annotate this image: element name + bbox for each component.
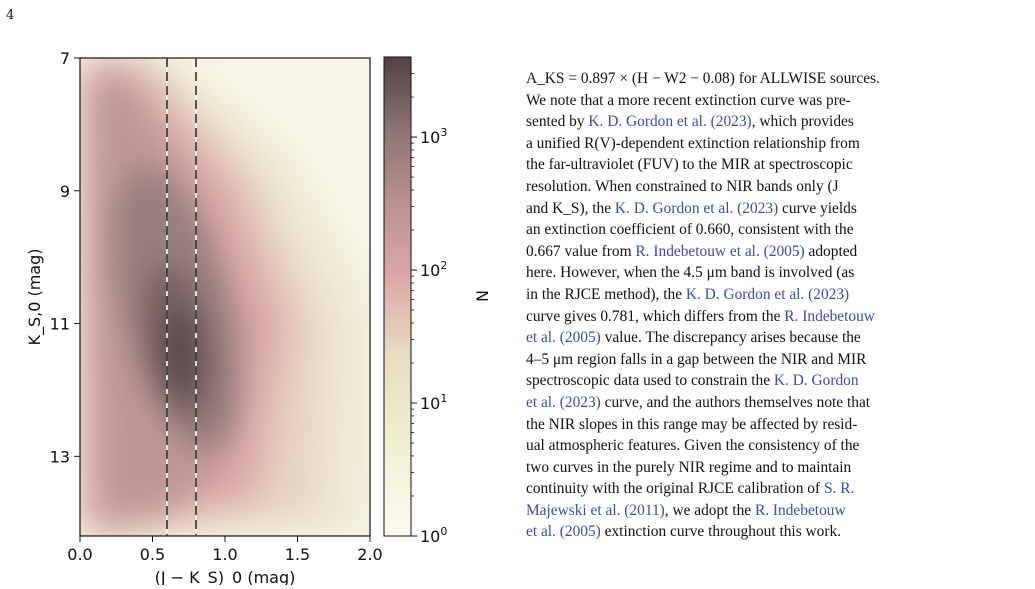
text-line: 0.667 value from R. Indebetouw et al. (2…: [526, 242, 858, 260]
text-line: an extinction coefficient of 0.660, cons…: [526, 221, 854, 239]
y-axis-label: K_S,0 (mag): [25, 248, 45, 345]
body-text: A_KS = 0.897 × (H − W2 − 0.08) for ALLWI…: [526, 68, 1018, 543]
page-number: 4: [6, 8, 15, 23]
text-line: A_KS = 0.897 × (H − W2 − 0.08) for ALLWI…: [526, 70, 880, 87]
text-line: here. However, when the 4.5 μm band is i…: [526, 264, 855, 282]
citation-link[interactable]: S. R.: [823, 480, 855, 498]
text-line: in the RJCE method), the K. D. Gordon et…: [526, 285, 850, 303]
text-line: two curves in the purely NIR regime and …: [526, 458, 852, 476]
text-line: We note that a more recent extinction cu…: [526, 91, 851, 109]
citation-link[interactable]: K. D. Gordon: [773, 372, 859, 390]
text-line: et al. (2005) value. The discrepancy ari…: [526, 329, 861, 347]
citation-link[interactable]: K. D. Gordon et al. (2023): [588, 113, 752, 131]
x-axis-label: (J − K_S)_0 (mag): [155, 568, 296, 585]
x-axis-ticks: 0.0 0.5 1.0 1.5 2.0: [67, 536, 383, 564]
citation-link[interactable]: R. Indebetouw et al. (2005): [635, 242, 805, 260]
x-tick-label: 1.0: [212, 545, 237, 564]
citation-link[interactable]: K. D. Gordon et al. (2023): [685, 285, 850, 303]
citation-link[interactable]: R. Indebetouw: [784, 307, 875, 325]
heatmap-chart: 0.0 0.5 1.0 1.5 2.0 7 9 11 13 (J − K_S)_0 (mag)…: [25, 49, 492, 588]
colorbar-tick-label: 102: [420, 259, 447, 280]
x-tick-label: 2.0: [357, 545, 382, 564]
text-line: Majewski et al. (2011), we adopt the R. …: [526, 501, 846, 519]
citation-link[interactable]: R. Indebetouw: [754, 501, 846, 519]
colorbar-tick-label: 103: [420, 126, 447, 147]
colorbar-label: N: [473, 290, 492, 302]
text-line: the far-ultraviolet (FUV) to the MIR at …: [526, 156, 853, 174]
y-tick-label: 7: [60, 49, 70, 68]
text-line: a unified R(V)-dependent extinction rela…: [526, 134, 860, 152]
colorbar: [383, 56, 412, 537]
citation-link[interactable]: et al. (2023): [526, 393, 601, 411]
text-line: et al. (2005) extinction curve throughou…: [526, 523, 842, 541]
colorbar-ticks: 100 101 102 103: [411, 73, 447, 546]
text-line: curve gives 0.781, which differs from th…: [526, 307, 875, 325]
text-line: resolution. When constrained to NIR band…: [526, 177, 839, 195]
text-line: the NIR slopes in this range may be affe…: [526, 415, 858, 433]
citation-link[interactable]: et al. (2005): [526, 329, 601, 347]
figure-heatmap: 0.0 0.5 1.0 1.5 2.0 7 9 11 13 (J − K_S)_0 (mag)…: [0, 0, 520, 588]
y-axis-ticks: 7 9 11 13: [50, 49, 80, 466]
citation-link[interactable]: K. D. Gordon et al. (2023): [614, 199, 779, 217]
x-tick-label: 1.5: [285, 545, 310, 564]
citation-link[interactable]: Majewski et al. (2011): [526, 501, 665, 519]
x-tick-label: 0.0: [67, 545, 92, 564]
colorbar-tick-label: 100: [420, 525, 447, 546]
colorbar-tick-label: 101: [420, 392, 447, 413]
text-line: ual atmospheric features. Given the cons…: [526, 437, 860, 455]
citation-link[interactable]: et al. (2005): [526, 523, 601, 541]
text-line: spectroscopic data used to constrain the…: [526, 372, 859, 390]
text-line: sented by K. D. Gordon et al. (2023), wh…: [526, 113, 854, 131]
y-tick-label: 11: [50, 315, 70, 334]
text-line: 4–5 μm region falls in a gap between the…: [526, 350, 867, 368]
text-line: continuity with the original RJCE calibr…: [526, 480, 855, 498]
y-tick-label: 13: [50, 447, 70, 466]
density-map: [80, 58, 370, 536]
y-tick-label: 9: [60, 182, 70, 201]
x-tick-label: 0.5: [140, 545, 165, 564]
text-line: and K_S), the K. D. Gordon et al. (2023)…: [526, 199, 857, 217]
text-line: et al. (2023) curve, and the authors the…: [526, 393, 871, 411]
reference-lines: [166, 58, 197, 536]
